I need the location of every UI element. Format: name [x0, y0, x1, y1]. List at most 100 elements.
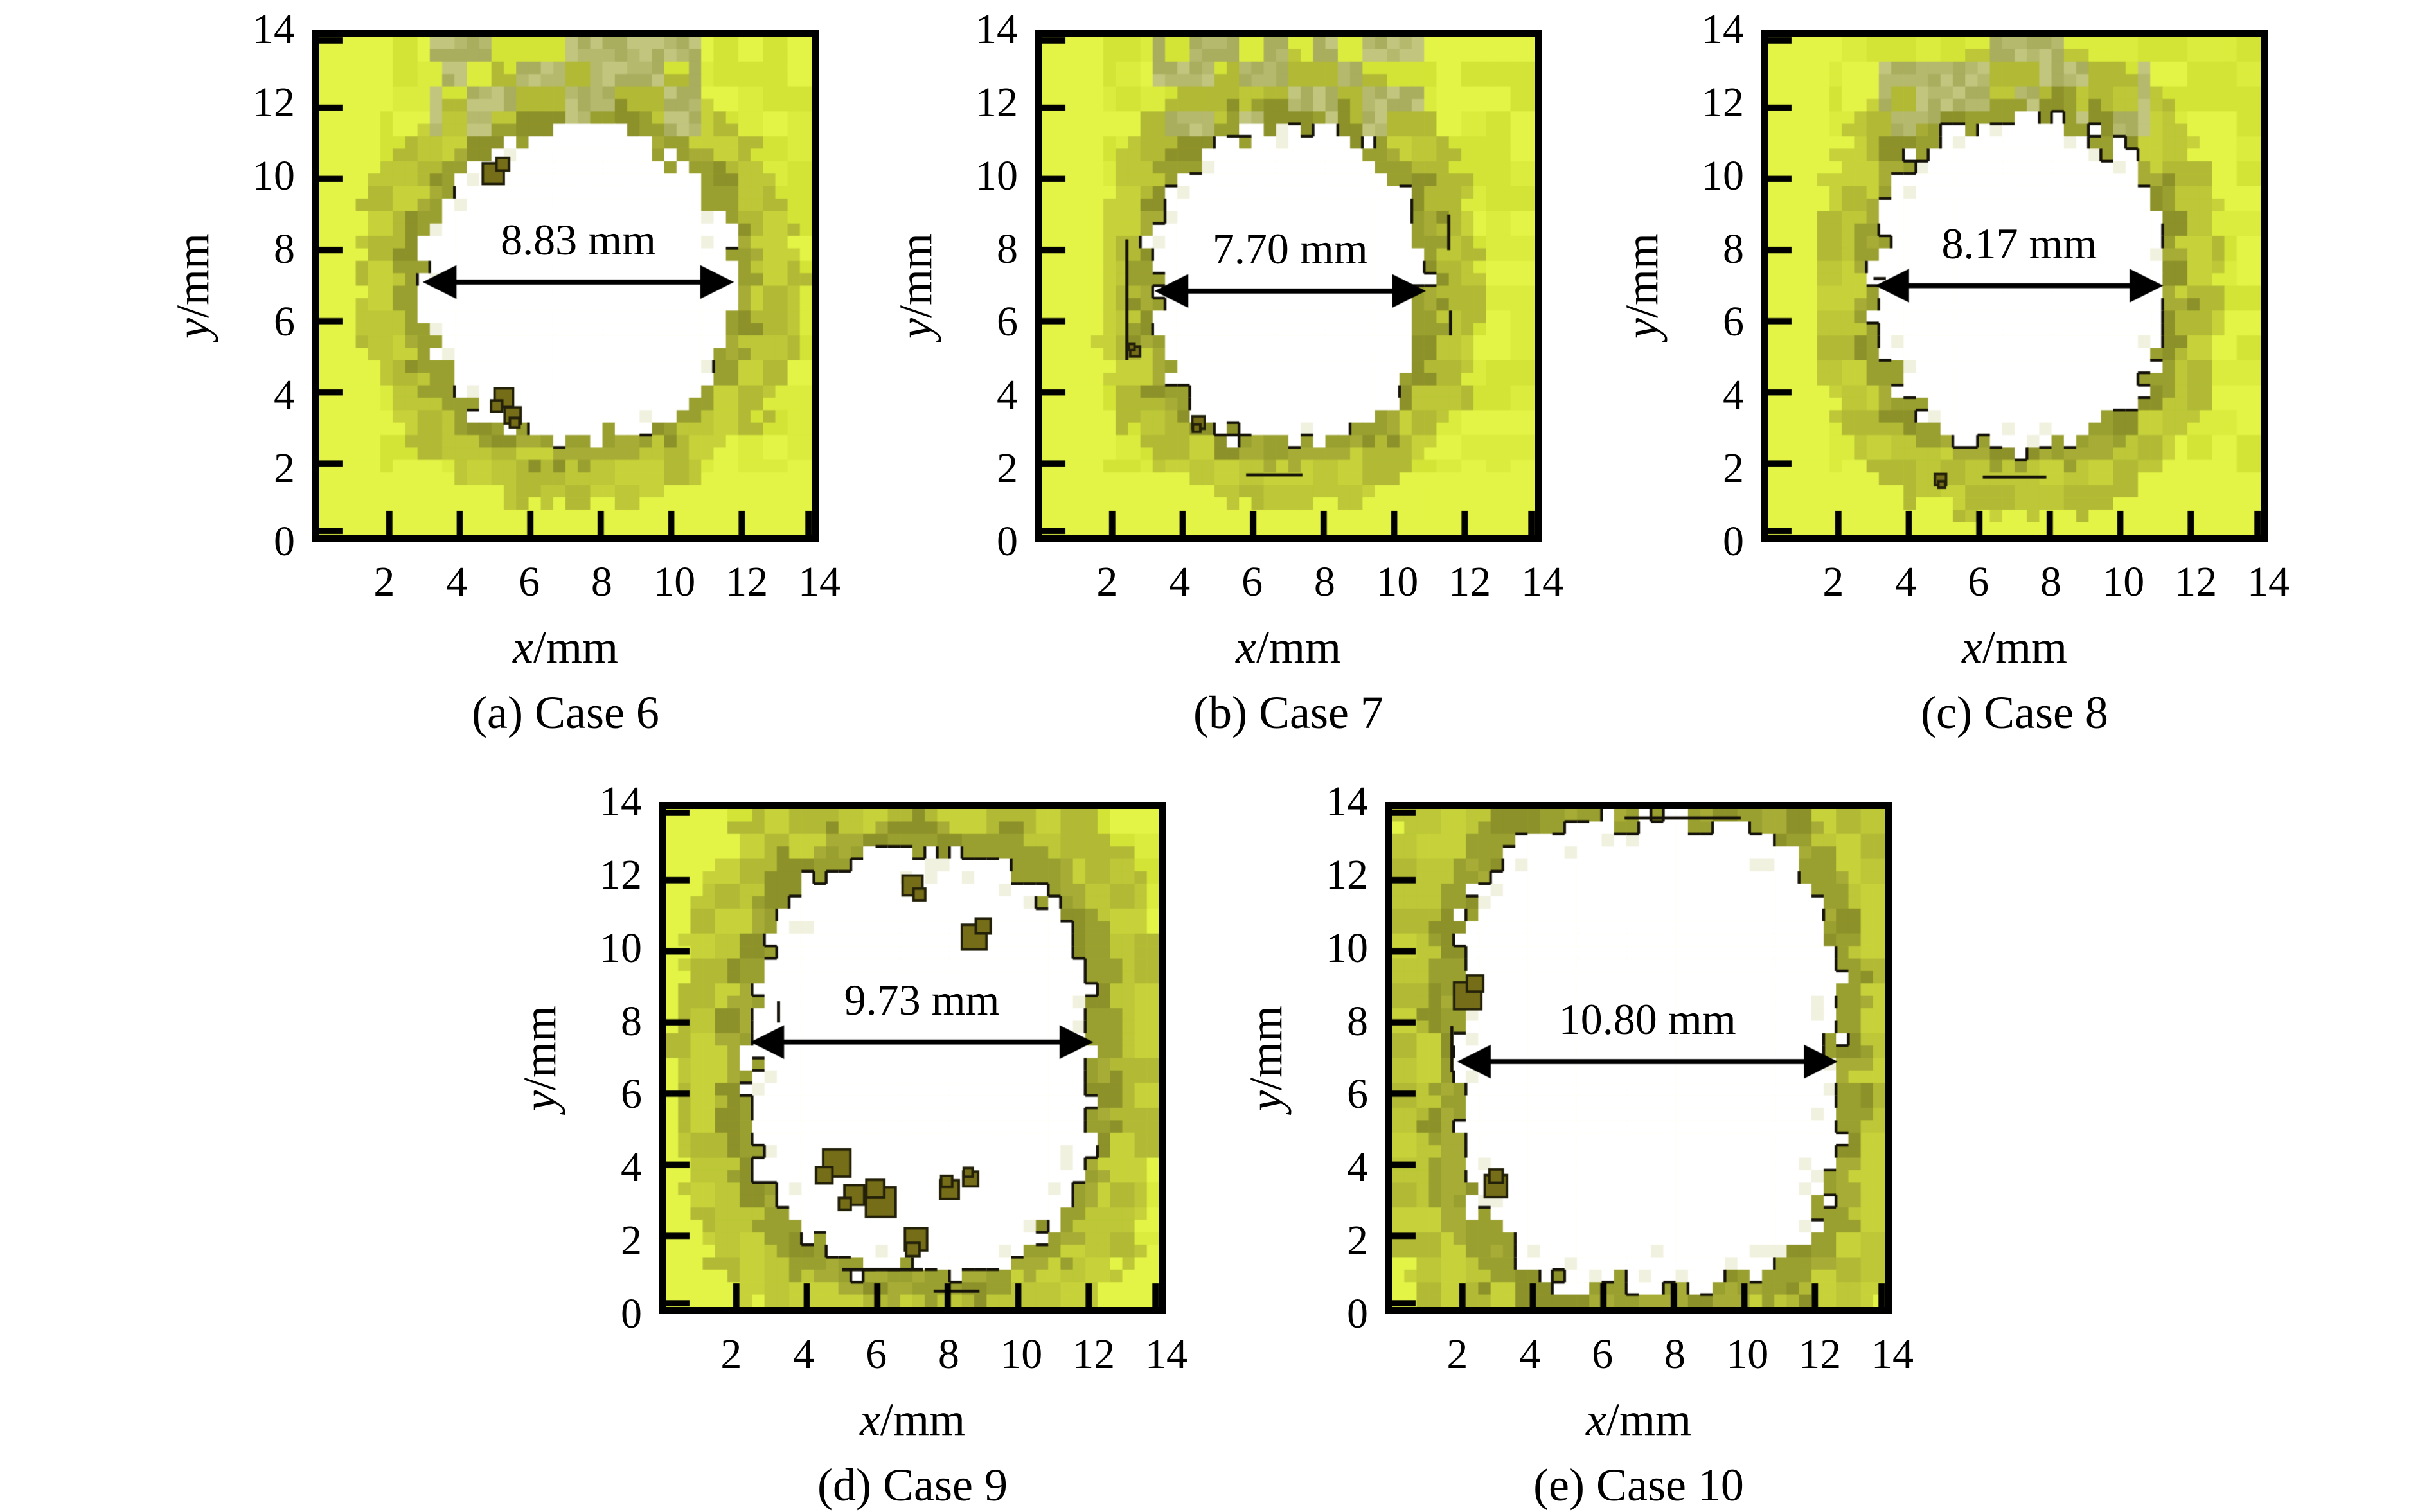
diameter-annotation: 9.73 mm: [844, 975, 1000, 1024]
subplot-case-8: y/mm 0 2 4 6 8 10 12 14 8.17 mm 2 4 6 8 10 12 14 x/mm…: [1616, 8, 2290, 739]
y-tick-label: 14: [1702, 6, 1744, 53]
y-tick-label: 14: [253, 6, 295, 53]
y-tick-label: 6: [997, 298, 1018, 346]
y-axis-label: y/mm: [1240, 1005, 1292, 1111]
y-tick-label: 4: [274, 371, 295, 419]
x-axis-unit: /mm: [1982, 621, 2067, 673]
x-axis-unit: /mm: [533, 621, 618, 673]
x-axis-label: x/mm: [1236, 624, 1341, 670]
x-tick-label: 2: [720, 1331, 742, 1378]
diameter-annotation: 8.17 mm: [1941, 218, 2097, 268]
x-tick-label: 14: [1521, 558, 1563, 605]
y-axis-variable: y: [890, 317, 941, 339]
y-tick-label: 12: [1326, 851, 1368, 898]
y-tick-label: 4: [997, 371, 1018, 419]
y-tick-label: 2: [1347, 1217, 1368, 1265]
plot-frame: 7.70 mm: [1035, 30, 1542, 542]
x-tick-label: 12: [1448, 558, 1491, 605]
heatmap-case-9: [666, 809, 1159, 1307]
y-tick-label: 6: [621, 1071, 642, 1118]
y-axis-unit: /mm: [167, 233, 218, 318]
y-tick-label: 10: [600, 924, 642, 972]
x-tick-label: 10: [1000, 1331, 1043, 1378]
x-tick-label: 8: [591, 558, 612, 605]
y-axis-variable: y: [1240, 1090, 1292, 1111]
x-tick-label: 12: [725, 558, 769, 605]
y-tick-label: 0: [997, 518, 1018, 565]
x-tick-label: 4: [1169, 558, 1191, 605]
x-tick-label: 6: [1241, 558, 1263, 605]
y-tick-label: 2: [621, 1217, 642, 1265]
x-tick-label: 14: [1145, 1331, 1188, 1378]
y-tick-label: 0: [1723, 518, 1744, 565]
y-tick-label: 8: [621, 997, 642, 1045]
y-tick-label: 4: [621, 1144, 642, 1191]
subplot-case-9: y/mm 0 2 4 6 8 10 12 14 9.73 mm 2 4 6 8 10 12 14 x/mm…: [514, 781, 1188, 1511]
x-axis-unit: /mm: [1256, 621, 1341, 673]
x-tick-label: 2: [373, 558, 395, 605]
heatmap-case-6: [319, 37, 812, 535]
x-tick-label: 10: [2102, 558, 2145, 605]
plot-frame: 10.80 mm: [1385, 802, 1892, 1314]
y-tick-label: 12: [1702, 78, 1744, 126]
x-tick-label: 6: [866, 1331, 887, 1378]
y-tick-label: 14: [1326, 778, 1368, 825]
y-tick-label: 8: [1723, 225, 1744, 272]
x-tick-label: 4: [446, 558, 468, 605]
x-tick-label: 8: [938, 1331, 959, 1378]
y-tick-label: 8: [274, 225, 295, 272]
x-tick-label: 8: [1313, 558, 1335, 605]
x-tick-label: 12: [1799, 1331, 1842, 1378]
heatmap-case-10: [1392, 809, 1885, 1307]
y-tick-label: 12: [253, 78, 295, 126]
panel-caption: (a) Case 6: [472, 687, 659, 738]
x-axis-label: x/mm: [1586, 1396, 1691, 1443]
y-axis-label: y/mm: [167, 233, 218, 339]
x-tick-label: 4: [793, 1331, 815, 1378]
x-axis-label: x/mm: [513, 624, 618, 670]
x-axis-label: x/mm: [1962, 624, 2067, 670]
y-axis-variable: y: [167, 317, 218, 339]
x-axis-label: x/mm: [860, 1396, 965, 1443]
x-axis-variable: x: [513, 621, 533, 673]
x-tick-label: 4: [1519, 1331, 1541, 1378]
diameter-annotation: 7.70 mm: [1212, 224, 1368, 273]
plot-frame: 9.73 mm: [659, 802, 1166, 1314]
x-tick-label: 10: [1726, 1331, 1769, 1378]
diameter-annotation: 8.83 mm: [501, 215, 656, 264]
heatmap-case-8: [1768, 37, 2261, 535]
x-tick-label: 6: [1968, 558, 1989, 605]
x-axis-unit: /mm: [880, 1394, 965, 1445]
x-tick-label: 6: [519, 558, 540, 605]
heatmap-case-7: [1042, 37, 1535, 535]
y-tick-label: 6: [1723, 298, 1744, 346]
y-axis-label: y/mm: [514, 1005, 565, 1111]
x-tick-label: 4: [1895, 558, 1917, 605]
y-axis-unit: /mm: [1240, 1005, 1292, 1090]
y-tick-label: 0: [274, 518, 295, 565]
x-axis-variable: x: [1236, 621, 1256, 673]
x-tick-label: 14: [798, 558, 841, 605]
x-tick-label: 8: [2040, 558, 2061, 605]
x-tick-label: 10: [1376, 558, 1419, 605]
x-tick-label: 2: [1096, 558, 1118, 605]
diameter-annotation: 10.80 mm: [1558, 995, 1736, 1044]
y-tick-label: 2: [1723, 445, 1744, 492]
x-axis-variable: x: [1586, 1394, 1606, 1445]
x-tick-label: 2: [1446, 1331, 1468, 1378]
x-axis-variable: x: [860, 1394, 880, 1445]
y-tick-label: 2: [997, 445, 1018, 492]
y-tick-label: 6: [1347, 1071, 1368, 1118]
y-tick-label: 4: [1347, 1144, 1368, 1191]
panel-caption: (c) Case 8: [1921, 687, 2108, 738]
y-axis-unit: /mm: [514, 1005, 565, 1090]
x-tick-label: 12: [2175, 558, 2218, 605]
y-tick-label: 12: [975, 78, 1018, 126]
y-tick-label: 14: [975, 6, 1018, 53]
y-tick-label: 12: [600, 851, 642, 898]
y-axis-label: y/mm: [1616, 233, 1668, 339]
x-tick-label: 14: [1871, 1331, 1914, 1378]
subplot-case-6: y/mm 0 2 4 6 8 10 12 14 8.83 mm 2 4 6 8 10 12 14 x/mm…: [167, 8, 841, 739]
x-axis-unit: /mm: [1606, 1394, 1691, 1445]
